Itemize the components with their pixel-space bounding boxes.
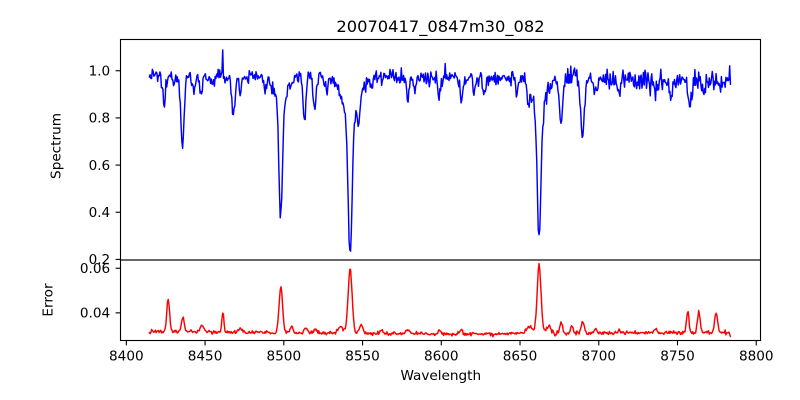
error-y-axis-label: Error	[41, 283, 57, 317]
error-series-line	[148, 262, 732, 338]
spectrum-y-tick-label: 0.2	[89, 252, 111, 268]
x-tick-label: 8700	[581, 348, 616, 364]
x-tick-label: 8750	[660, 348, 695, 364]
x-axis-label: Wavelength	[400, 368, 481, 384]
error-panel-frame	[119, 259, 762, 342]
spectrum-y-axis-label: Spectrum	[49, 113, 65, 179]
spectrum-y-tick-label: 0.6	[89, 158, 111, 174]
plot-title: 20070417_0847m30_082	[336, 17, 544, 37]
spectrum-y-tick-label: 1.0	[89, 63, 111, 79]
spectrum-y-tick-label: 0.4	[89, 205, 111, 221]
series-layer	[148, 49, 732, 338]
axes-layer: 0.2 0.4 0.6 0.8 1.0 0.04 0.06 8400 8450 8500 8550 8…	[80, 38, 774, 364]
error-y-tick-label: 0.04	[80, 306, 110, 322]
spectrum-y-tick-label: 0.8	[89, 111, 111, 127]
spectrum-panel-frame	[119, 38, 762, 261]
x-tick-label: 8400	[109, 348, 144, 364]
x-tick-label: 8550	[345, 348, 380, 364]
x-tick-label: 8450	[188, 348, 223, 364]
x-tick-label: 8500	[267, 348, 302, 364]
x-tick-label: 8800	[739, 348, 774, 364]
spectrum-series-line	[148, 49, 732, 252]
x-tick-label: 8600	[424, 348, 459, 364]
error-y-tick-label: 0.06	[80, 261, 110, 277]
x-tick-label: 8650	[503, 348, 538, 364]
